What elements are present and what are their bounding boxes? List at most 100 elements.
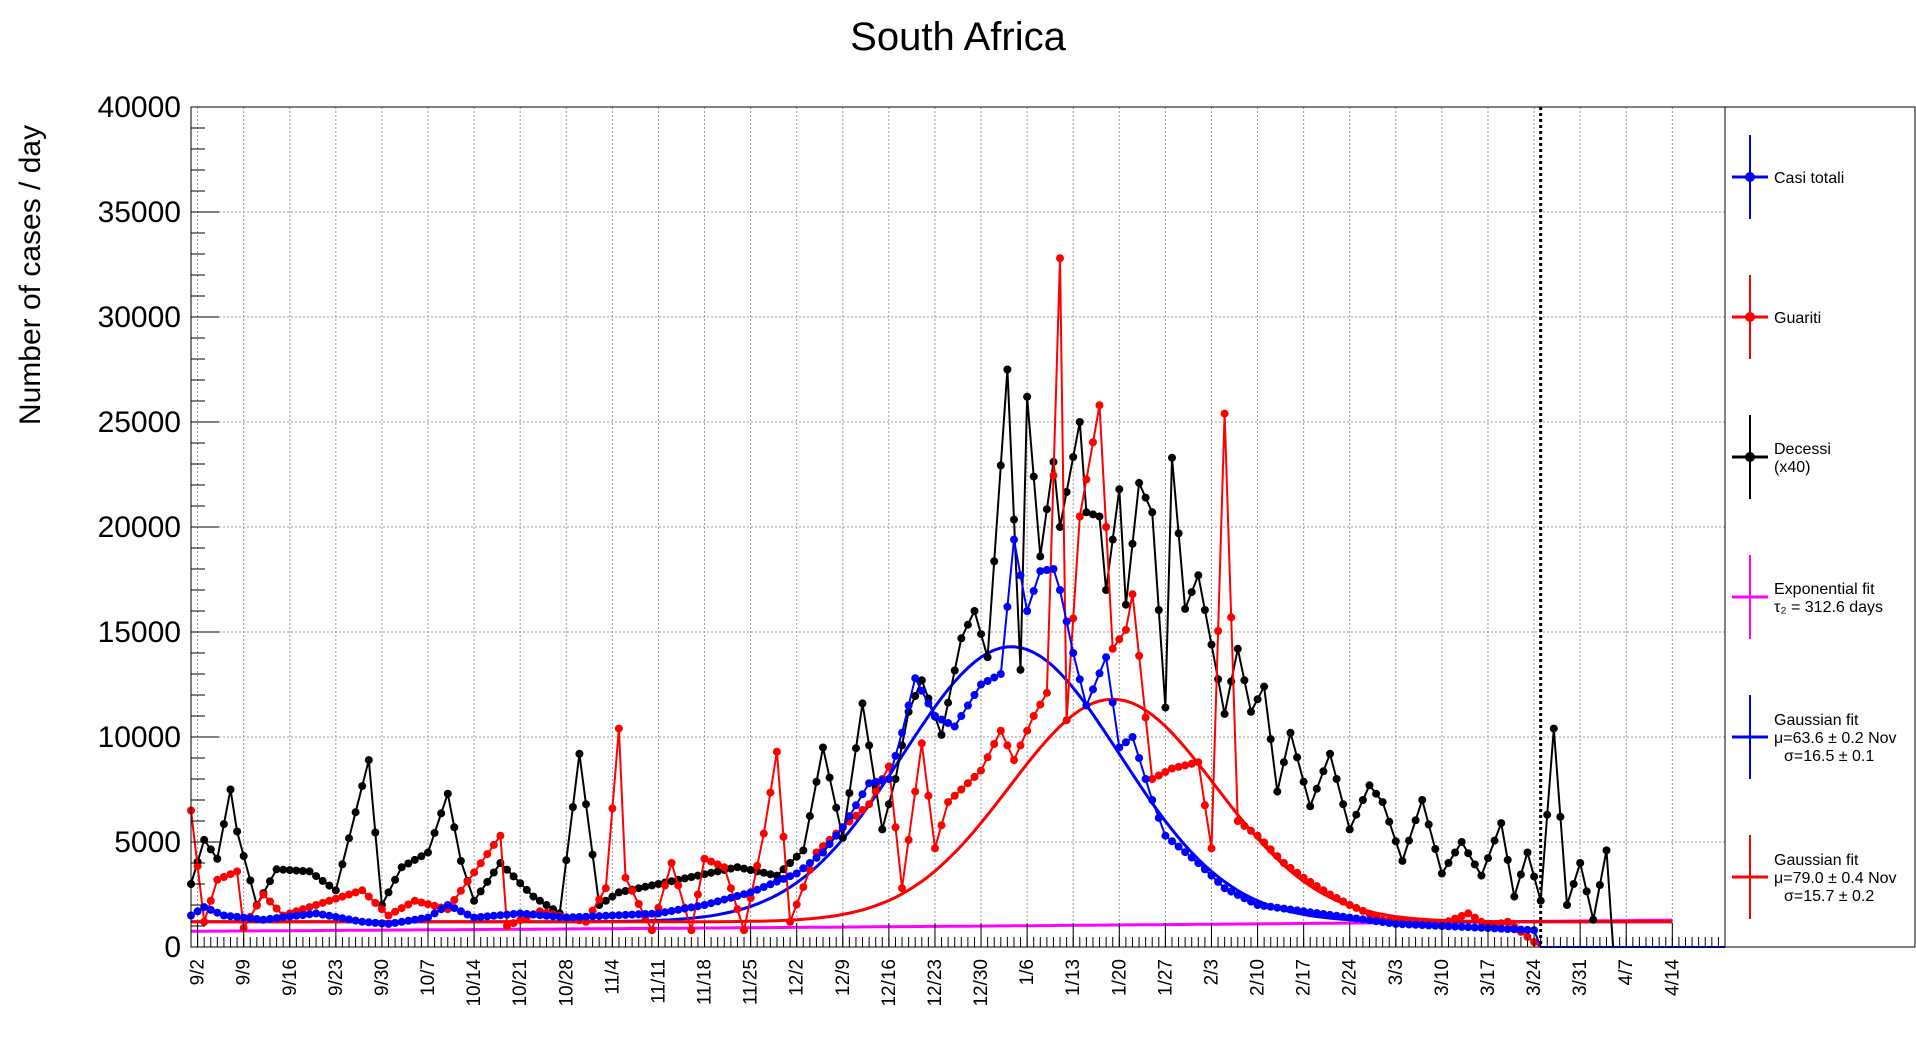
data-point bbox=[206, 896, 215, 905]
data-point bbox=[410, 855, 419, 864]
data-point bbox=[1010, 756, 1018, 765]
data-point bbox=[285, 912, 294, 921]
data-point bbox=[944, 719, 953, 727]
data-point bbox=[1431, 845, 1440, 853]
data-point bbox=[911, 787, 920, 796]
data-point bbox=[1227, 887, 1236, 896]
data-point bbox=[812, 777, 821, 786]
data-point bbox=[588, 906, 597, 915]
data-point bbox=[595, 895, 604, 904]
data-point bbox=[1187, 853, 1196, 862]
data-point bbox=[1207, 871, 1216, 880]
data-point bbox=[1102, 653, 1111, 662]
x-tick-label: 11/18 bbox=[695, 959, 716, 1005]
data-point bbox=[1266, 845, 1275, 854]
fit-curve-1 bbox=[191, 645, 1673, 924]
data-point bbox=[364, 756, 373, 765]
data-point bbox=[1319, 910, 1328, 918]
data-point bbox=[1154, 606, 1163, 614]
data-point bbox=[911, 674, 920, 683]
data-series bbox=[187, 254, 1725, 948]
data-point bbox=[766, 880, 775, 889]
data-point bbox=[1510, 925, 1519, 934]
data-point bbox=[371, 898, 380, 907]
data-point bbox=[661, 881, 669, 890]
data-point bbox=[535, 911, 544, 920]
data-point bbox=[1405, 920, 1413, 929]
data-point bbox=[509, 910, 518, 918]
data-point bbox=[404, 900, 413, 909]
data-point bbox=[417, 898, 426, 907]
data-point bbox=[470, 868, 479, 877]
data-point bbox=[838, 833, 847, 842]
x-tick-label: 11/25 bbox=[741, 959, 762, 1005]
data-point bbox=[1089, 438, 1097, 447]
data-point bbox=[279, 865, 288, 874]
data-point bbox=[1161, 768, 1170, 776]
data-point bbox=[911, 692, 920, 700]
data-point bbox=[1286, 863, 1295, 872]
data-point bbox=[614, 888, 623, 897]
data-point bbox=[483, 850, 492, 859]
data-point bbox=[1154, 771, 1163, 780]
data-point bbox=[1569, 880, 1578, 888]
data-point bbox=[1595, 881, 1604, 889]
fit-curve-2 bbox=[191, 697, 1673, 924]
data-point bbox=[904, 835, 913, 844]
data-point bbox=[272, 904, 281, 913]
data-point bbox=[1135, 651, 1144, 660]
data-point bbox=[503, 910, 511, 919]
x-tick-label: 2/10 bbox=[1248, 959, 1269, 996]
data-point bbox=[325, 881, 334, 890]
data-point bbox=[1135, 478, 1144, 487]
data-point bbox=[1233, 817, 1242, 825]
data-point bbox=[1365, 909, 1374, 918]
data-point bbox=[312, 901, 321, 909]
data-point bbox=[424, 900, 432, 909]
data-point bbox=[562, 856, 571, 865]
data-point bbox=[239, 913, 248, 922]
data-point bbox=[1095, 669, 1104, 678]
data-point bbox=[1299, 777, 1308, 786]
data-point bbox=[272, 914, 281, 923]
data-point bbox=[384, 888, 393, 897]
data-point bbox=[246, 914, 255, 923]
data-point bbox=[292, 911, 301, 920]
data-point bbox=[509, 872, 518, 881]
data-point bbox=[1457, 912, 1466, 920]
data-point bbox=[1503, 925, 1512, 933]
data-point bbox=[351, 808, 360, 817]
data-point bbox=[219, 911, 228, 920]
data-point bbox=[621, 873, 630, 882]
data-point bbox=[1260, 901, 1269, 910]
data-point bbox=[1214, 627, 1223, 635]
data-point bbox=[1194, 758, 1203, 767]
x-tick-label: 1/20 bbox=[1109, 959, 1130, 996]
data-point bbox=[1273, 787, 1282, 796]
data-point bbox=[680, 904, 689, 913]
data-point bbox=[1161, 831, 1170, 840]
data-point bbox=[549, 912, 558, 921]
data-point bbox=[1510, 892, 1519, 901]
data-point bbox=[1326, 749, 1334, 758]
data-point bbox=[562, 913, 571, 922]
data-point bbox=[1273, 903, 1282, 912]
data-point bbox=[1003, 741, 1012, 750]
data-point bbox=[1062, 716, 1071, 725]
data-point bbox=[1240, 894, 1249, 903]
data-point bbox=[1470, 860, 1479, 869]
data-point bbox=[825, 840, 834, 849]
data-point bbox=[476, 913, 485, 921]
data-point bbox=[1115, 485, 1124, 494]
data-point bbox=[996, 670, 1005, 678]
data-point bbox=[305, 903, 314, 912]
data-point bbox=[312, 909, 321, 918]
data-point bbox=[595, 912, 604, 921]
data-point bbox=[1016, 571, 1025, 580]
data-point bbox=[601, 884, 610, 893]
data-point bbox=[1365, 781, 1374, 790]
data-point bbox=[325, 896, 334, 905]
data-point bbox=[792, 869, 801, 878]
data-point bbox=[522, 910, 531, 918]
